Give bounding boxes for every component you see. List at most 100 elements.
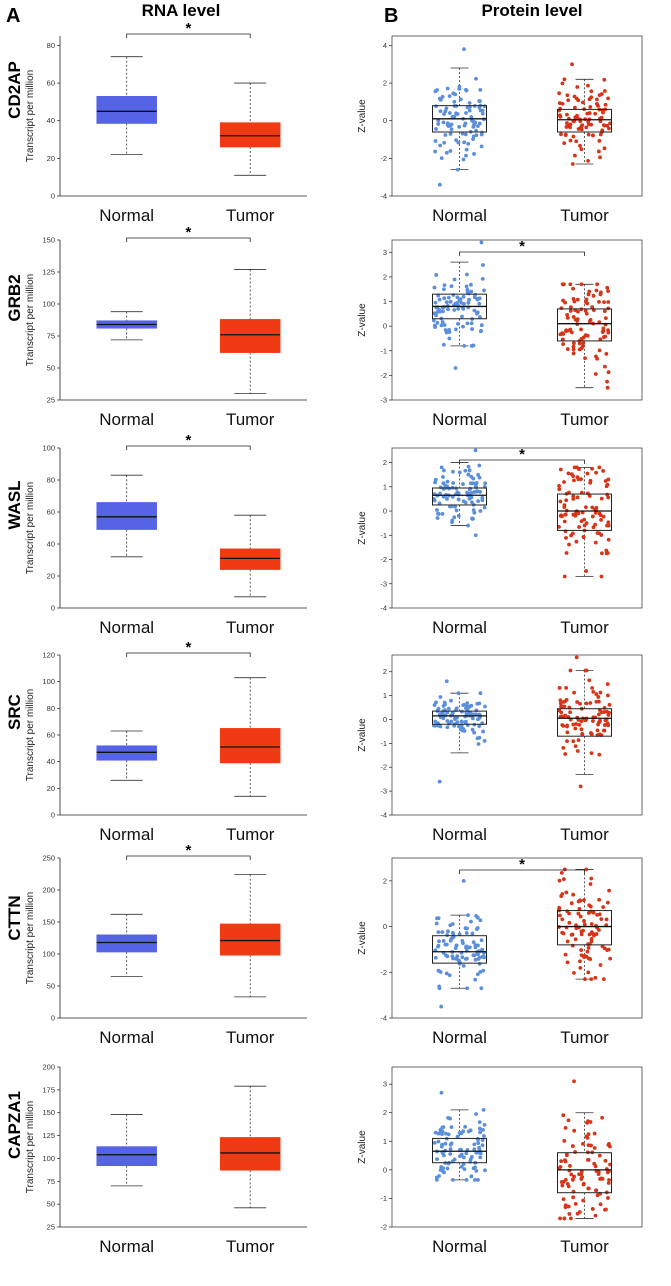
normal-data-point	[466, 464, 471, 469]
y-axis-label: Z-value	[357, 303, 368, 337]
normal-data-point	[477, 961, 482, 966]
tumor-data-point	[557, 91, 562, 96]
tumor-data-point	[572, 970, 576, 975]
tumor-data-point	[602, 146, 607, 151]
tumor-data-point	[567, 1212, 572, 1216]
normal-data-point	[477, 955, 482, 960]
normal-data-point	[461, 1155, 466, 1160]
y-tick-label: 200	[42, 1063, 55, 1072]
normal-data-point	[451, 932, 456, 937]
normal-data-point	[435, 1177, 439, 1182]
normal-data-point	[479, 323, 484, 328]
normal-data-point	[476, 499, 480, 503]
significance-bracket	[126, 652, 251, 657]
tumor-data-point	[570, 1177, 575, 1182]
tumor-data-point	[583, 668, 588, 673]
normal-data-point	[435, 508, 439, 512]
tumor-data-point	[565, 121, 569, 125]
tumor-data-point	[579, 948, 584, 952]
normal-data-point	[456, 140, 461, 145]
normal-data-point	[473, 1165, 477, 1170]
normal-data-point	[475, 311, 479, 316]
tumor-data-point	[607, 126, 611, 131]
normal-data-point	[480, 498, 485, 503]
normal-data-point	[473, 957, 478, 962]
tumor-data-point	[606, 537, 611, 542]
normal-data-point	[480, 108, 485, 113]
normal-data-point	[445, 484, 450, 489]
tumor-data-point	[561, 1197, 566, 1201]
normal-data-point	[433, 719, 438, 724]
normal-data-point	[451, 91, 456, 96]
normal-data-point	[438, 491, 442, 496]
box-normal	[96, 95, 157, 124]
tumor-data-point	[562, 1216, 567, 1221]
normal-data-point	[482, 1122, 487, 1127]
tumor-data-point	[574, 655, 579, 660]
normal-data-point	[481, 263, 485, 267]
tumor-data-point	[600, 108, 605, 113]
tumor-data-point	[581, 341, 586, 346]
normal-data-point	[464, 147, 469, 152]
tumor-data-point	[571, 512, 576, 517]
y-tick-label: -2	[380, 555, 387, 564]
tumor-data-point	[603, 334, 608, 339]
x-category-label: Normal	[432, 206, 487, 225]
tumor-data-point	[601, 469, 606, 473]
tumor-data-point	[597, 138, 602, 143]
normal-data-point	[436, 944, 440, 949]
tumor-data-point	[593, 1213, 598, 1218]
tumor-data-point	[599, 115, 604, 120]
tumor-data-point	[596, 103, 600, 108]
normal-data-point	[435, 916, 439, 921]
box-normal	[432, 1137, 487, 1164]
tumor-data-point	[602, 89, 607, 93]
significance-star: *	[519, 856, 525, 873]
y-tick-label: -2	[380, 1223, 387, 1232]
tumor-data-point	[599, 917, 604, 922]
tumor-data-point	[597, 897, 602, 902]
normal-data-point	[460, 955, 465, 960]
tumor-data-point	[564, 498, 569, 503]
tumor-data-point	[560, 930, 565, 935]
normal-data-point	[459, 1164, 464, 1169]
normal-data-point	[462, 1167, 467, 1172]
tumor-data-point	[597, 752, 602, 757]
tumor-data-point	[582, 919, 586, 923]
tumor-data-point	[573, 937, 578, 942]
normal-data-point	[442, 323, 447, 327]
tumor-data-point	[557, 101, 562, 105]
tumor-data-point	[565, 909, 570, 914]
tumor-data-point	[573, 153, 577, 158]
normal-data-point	[468, 1128, 473, 1133]
tumor-data-point	[605, 482, 610, 487]
normal-data-point	[435, 516, 440, 520]
normal-data-point	[468, 1157, 473, 1162]
y-tick-label: 40	[47, 540, 55, 549]
tumor-data-point	[561, 1113, 566, 1118]
tumor-data-point	[565, 1181, 570, 1186]
significance-star: *	[186, 224, 192, 241]
y-tick-label: -3	[380, 396, 387, 405]
tumor-data-point	[579, 336, 584, 341]
y-tick-label: 20	[47, 784, 55, 793]
normal-data-point	[437, 939, 441, 944]
tumor-data-point	[565, 960, 570, 965]
tumor-data-point	[581, 535, 586, 540]
tumor-data-point	[595, 282, 600, 287]
tumor-data-point	[606, 300, 611, 304]
tumor-data-point	[557, 487, 562, 492]
normal-data-point	[449, 698, 453, 703]
normal-data-point	[436, 512, 441, 516]
y-tick-label: -2	[380, 763, 387, 772]
tumor-data-point	[558, 113, 562, 118]
tumor-data-point	[568, 668, 573, 673]
tumor-data-point	[574, 139, 579, 144]
tumor-data-point	[600, 128, 605, 133]
tumor-data-point	[588, 105, 593, 109]
y-tick-label: 100	[42, 444, 55, 453]
normal-data-point	[437, 182, 442, 187]
tumor-data-point	[590, 1207, 595, 1211]
tumor-data-point	[608, 121, 612, 126]
